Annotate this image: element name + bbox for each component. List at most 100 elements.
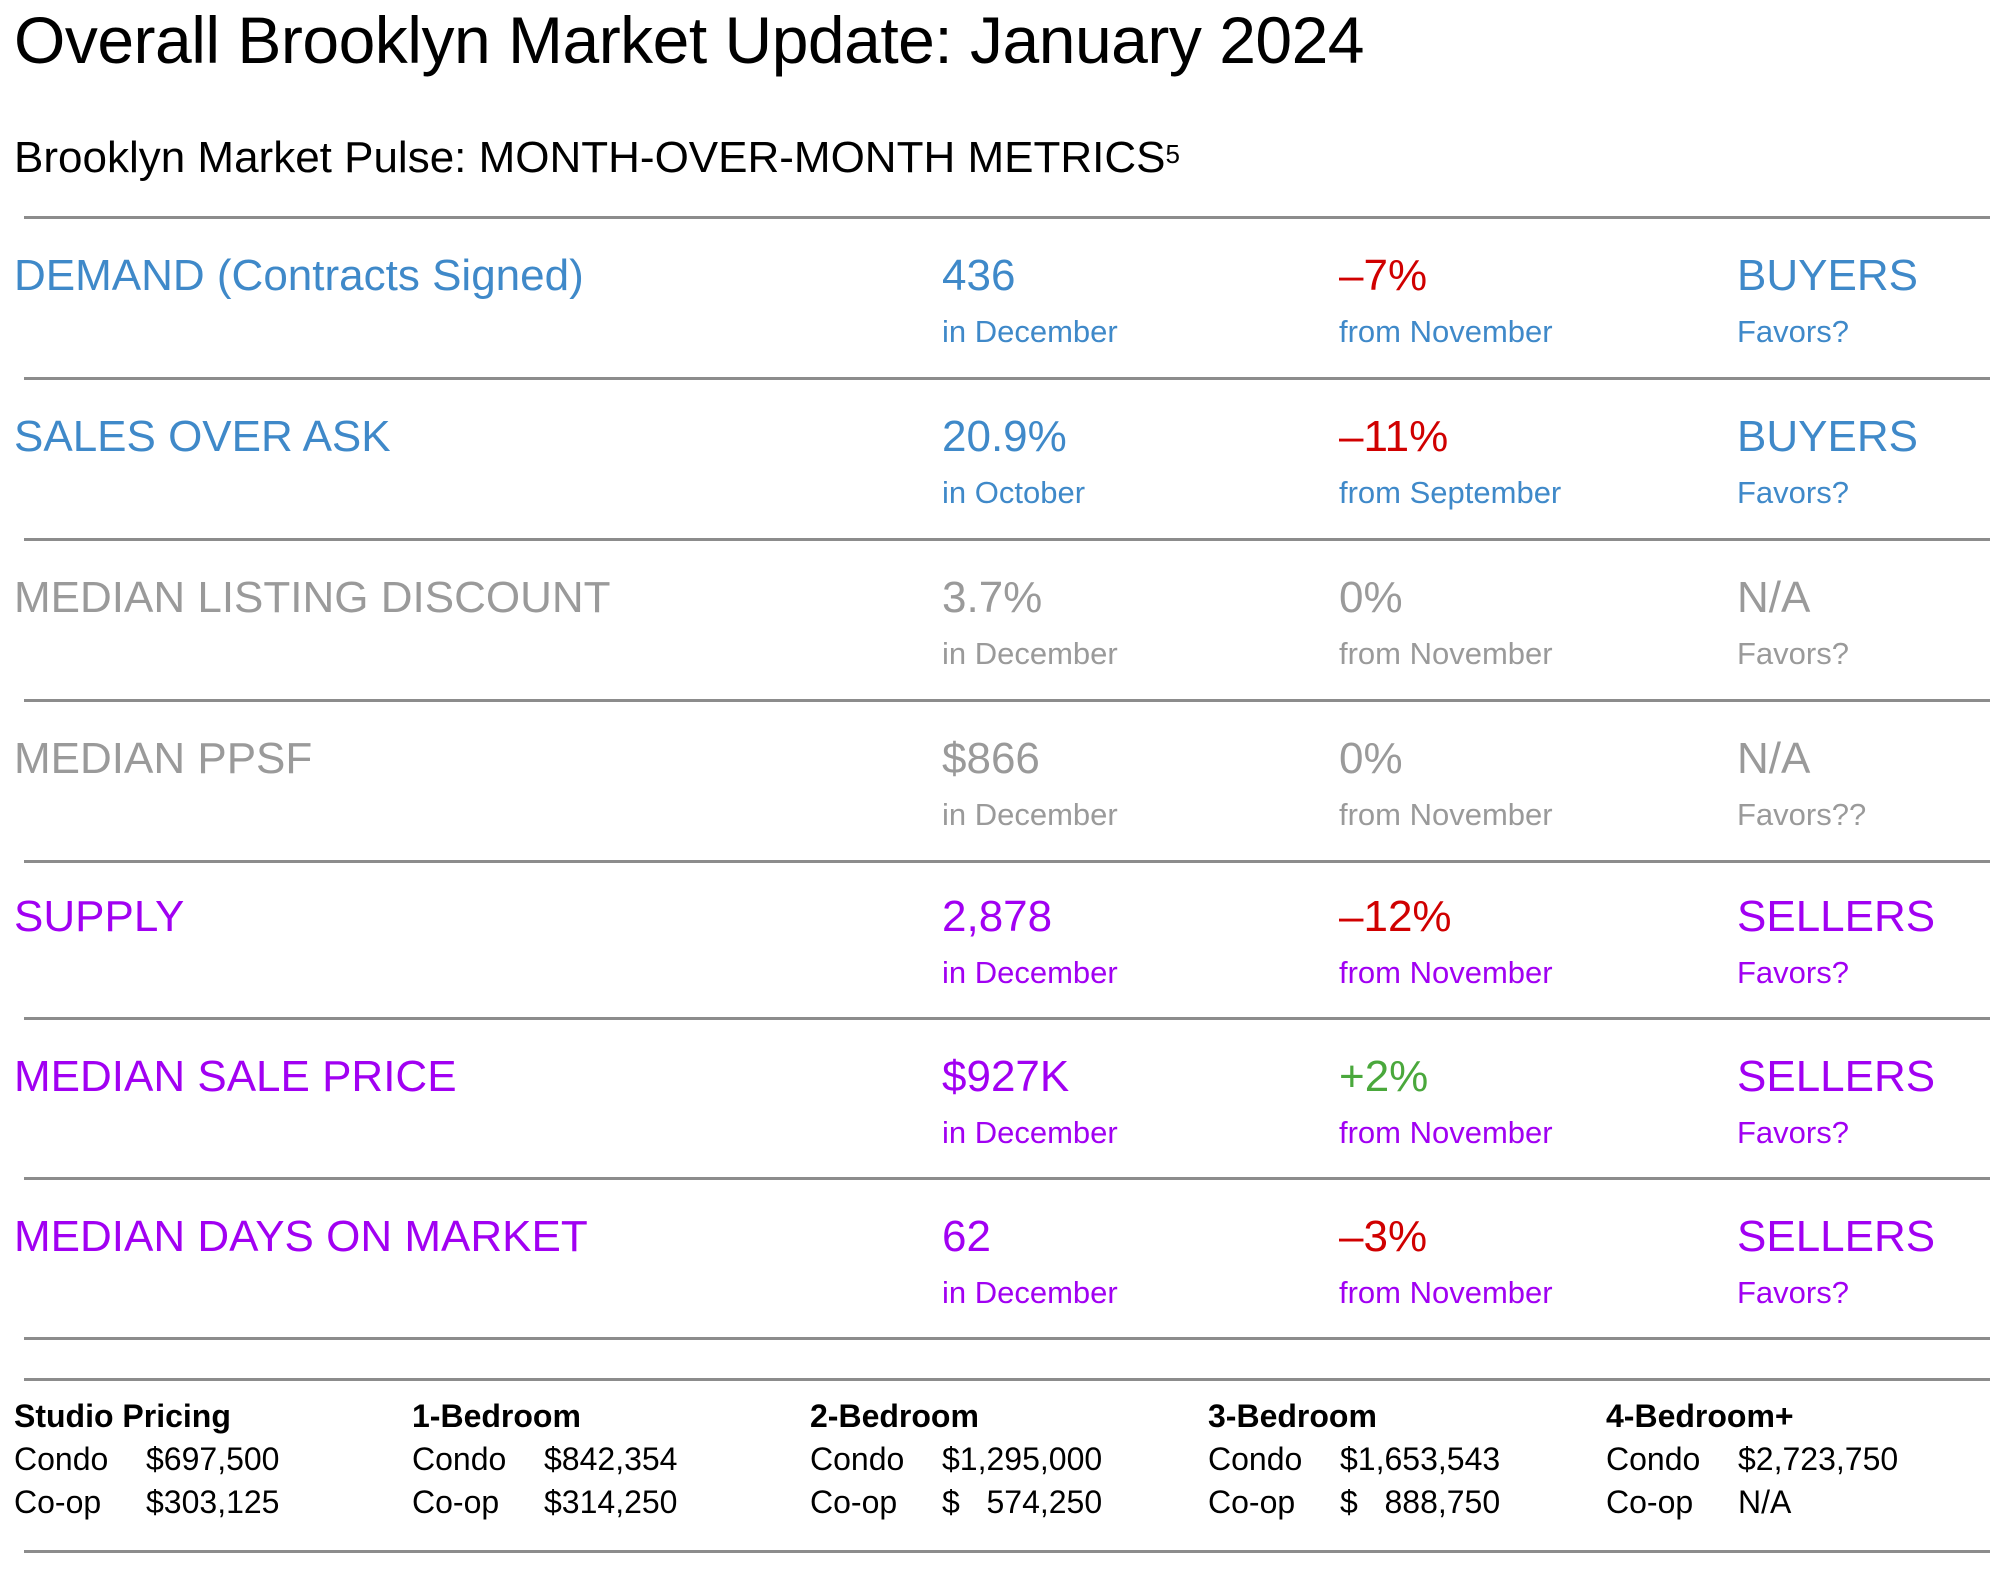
metric-change: –11%	[1339, 412, 1449, 461]
metric-favors: N/A	[1737, 734, 1811, 783]
metric-period: in December	[942, 1275, 1118, 1310]
condo-label: Condo	[14, 1441, 109, 1477]
metric-period: in December	[942, 636, 1118, 671]
divider	[24, 1378, 1990, 1381]
metric-row-supply: SUPPLY 2,878 in December –12% from Novem…	[0, 857, 2000, 1017]
metric-label: MEDIAN SALE PRICE	[14, 1052, 457, 1101]
metric-change-period: from November	[1339, 797, 1553, 832]
condo-price: $697,500	[146, 1441, 280, 1477]
metric-value: 2,878	[942, 892, 1053, 941]
coop-price: $ 574,250	[942, 1484, 1103, 1520]
condo-price: $1,653,543	[1340, 1441, 1501, 1477]
metric-row-ppsf: MEDIAN PPSF $866 in December 0% from Nov…	[0, 699, 2000, 859]
metric-value: 3.7%	[942, 573, 1043, 622]
metric-favors-label: Favors?	[1737, 1115, 1849, 1150]
pricing-heading: 3-Bedroom	[1208, 1398, 1377, 1434]
coop-label: Co-op	[1606, 1484, 1694, 1520]
condo-label: Condo	[1606, 1441, 1701, 1477]
coop-label: Co-op	[810, 1484, 898, 1520]
metric-change: 0%	[1339, 734, 1403, 783]
metric-label: SUPPLY	[14, 892, 185, 941]
divider	[24, 1550, 1990, 1553]
metric-change: –3%	[1339, 1212, 1428, 1261]
metric-favors-label: Favors?	[1737, 475, 1849, 510]
pricing-4-bedroom-plus: 4-Bedroom+ Condo $2,723,750 Co-op N/A	[1606, 1395, 2000, 1524]
coop-label: Co-op	[14, 1484, 102, 1520]
metric-favors-label: Favors?	[1737, 636, 1849, 671]
condo-label: Condo	[810, 1441, 905, 1477]
metric-row-sale-price: MEDIAN SALE PRICE $927K in December +2% …	[0, 1017, 2000, 1177]
metric-change: +2%	[1339, 1052, 1429, 1101]
metric-favors-label: Favors?	[1737, 314, 1849, 349]
metric-row-listing-discount: MEDIAN LISTING DISCOUNT 3.7% in December…	[0, 538, 2000, 698]
pricing-heading: 4-Bedroom+	[1606, 1398, 1794, 1434]
metric-period: in December	[942, 797, 1118, 832]
metric-label: MEDIAN PPSF	[14, 734, 313, 783]
metric-change-period: from November	[1339, 314, 1553, 349]
metric-value: 436	[942, 251, 1016, 300]
metric-change: –12%	[1339, 892, 1452, 941]
pricing-heading: 2-Bedroom	[810, 1398, 979, 1434]
pricing-2-bedroom: 2-Bedroom Condo $1,295,000 Co-op $ 574,250	[810, 1395, 1210, 1524]
metric-favors: SELLERS	[1737, 892, 1936, 941]
metric-change-period: from November	[1339, 1275, 1553, 1310]
metric-label: DEMAND (Contracts Signed)	[14, 251, 584, 300]
divider	[24, 538, 1990, 541]
metric-value: $927K	[942, 1052, 1070, 1101]
metric-change-period: from November	[1339, 1115, 1553, 1150]
metric-label: MEDIAN DAYS ON MARKET	[14, 1212, 588, 1261]
metric-period: in December	[942, 314, 1118, 349]
coop-price: $303,125	[146, 1484, 280, 1520]
metric-period: in December	[942, 1115, 1118, 1150]
metric-row-sales-over-ask: SALES OVER ASK 20.9% in October –11% fro…	[0, 377, 2000, 537]
condo-price: $2,723,750	[1738, 1441, 1899, 1477]
section-subtitle: Brooklyn Market Pulse: MONTH-OVER-MONTH …	[14, 128, 1180, 188]
metric-period: in December	[942, 955, 1118, 990]
metric-change-period: from November	[1339, 955, 1553, 990]
divider	[24, 1017, 1990, 1020]
pricing-studio: Studio Pricing Condo $697,500 Co-op $303,1…	[14, 1395, 414, 1524]
coop-price: N/A	[1738, 1484, 1792, 1520]
metric-value: $866	[942, 734, 1040, 783]
metric-change-period: from September	[1339, 475, 1562, 510]
divider	[24, 1337, 1990, 1340]
metric-favors: SELLERS	[1737, 1052, 1936, 1101]
condo-price: $1,295,000	[942, 1441, 1103, 1477]
condo-price: $842,354	[544, 1441, 678, 1477]
pricing-3-bedroom: 3-Bedroom Condo $1,653,543 Co-op $ 888,750	[1208, 1395, 1608, 1524]
metric-change-period: from November	[1339, 636, 1553, 671]
metric-favors-label: Favors?	[1737, 955, 1849, 990]
divider	[24, 216, 1990, 219]
metric-change: 0%	[1339, 573, 1403, 622]
metric-row-demand: DEMAND (Contracts Signed) 436 in Decembe…	[0, 216, 2000, 376]
condo-label: Condo	[412, 1441, 507, 1477]
divider	[24, 377, 1990, 380]
divider	[24, 860, 1990, 863]
metric-label: SALES OVER ASK	[14, 412, 391, 461]
footnote-marker: 5	[1165, 139, 1180, 169]
divider	[24, 699, 1990, 702]
subtitle-text: Brooklyn Market Pulse: MONTH-OVER-MONTH …	[14, 133, 1166, 182]
metric-change: –7%	[1339, 251, 1428, 300]
condo-label: Condo	[1208, 1441, 1303, 1477]
metric-value: 20.9%	[942, 412, 1067, 461]
divider	[24, 1177, 1990, 1180]
coop-label: Co-op	[412, 1484, 500, 1520]
metric-favors-label: Favors??	[1737, 797, 1867, 832]
metric-period: in October	[942, 475, 1086, 510]
metric-favors: BUYERS	[1737, 412, 1918, 461]
coop-price: $ 888,750	[1340, 1484, 1501, 1520]
metric-value: 62	[942, 1212, 991, 1261]
coop-price: $314,250	[544, 1484, 678, 1520]
metric-favors-label: Favors?	[1737, 1275, 1849, 1310]
page-title: Overall Brooklyn Market Update: January …	[14, 3, 1365, 77]
coop-label: Co-op	[1208, 1484, 1296, 1520]
pricing-heading: Studio Pricing	[14, 1398, 231, 1434]
metric-favors: SELLERS	[1737, 1212, 1936, 1261]
pricing-1-bedroom: 1-Bedroom Condo $842,354 Co-op $314,250	[412, 1395, 812, 1524]
metric-row-days-on-market: MEDIAN DAYS ON MARKET 62 in December –3%…	[0, 1177, 2000, 1337]
pricing-heading: 1-Bedroom	[412, 1398, 581, 1434]
metric-favors: N/A	[1737, 573, 1811, 622]
metric-label: MEDIAN LISTING DISCOUNT	[14, 573, 611, 622]
metric-favors: BUYERS	[1737, 251, 1918, 300]
